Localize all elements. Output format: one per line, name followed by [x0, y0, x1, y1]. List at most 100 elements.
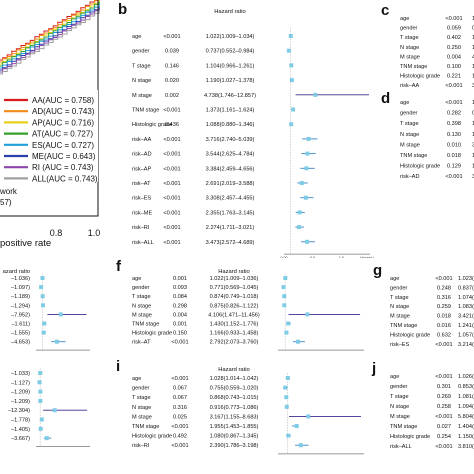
row-hazard-ratio: 0.737(0.552–0.984) — [206, 49, 255, 55]
hr-point — [306, 414, 311, 419]
hr-point — [289, 63, 294, 68]
row-pvalue: 0.027 — [437, 424, 451, 430]
header-hazard-ratio: Hazard ratio — [214, 9, 246, 15]
row-label: T stage — [390, 295, 409, 301]
header-hazard-ratio: Hazard ratio — [218, 367, 250, 373]
row-hazard-ratio: 1.190(1.027–1.378) — [206, 78, 255, 84]
row-label: M stage — [132, 93, 152, 99]
row-label: risk–AD — [400, 174, 420, 180]
row-hazard-ratio: 0.771(0.569–1.045) — [210, 285, 259, 291]
row-label: risk–AA — [400, 83, 420, 89]
row-pvalue: <0.001 — [163, 108, 180, 114]
row-pvalue: <0.001 — [171, 443, 188, 449]
row-hazard-ratio: 3.384(2.459–4.656) — [206, 166, 255, 172]
row-label: M stage — [400, 142, 420, 148]
x-tick-label: 1.0 — [339, 256, 344, 258]
row-hazard-ratio: 1.074( — [458, 295, 474, 301]
row-label: gender — [390, 285, 408, 291]
hr-point — [284, 404, 289, 409]
header-hazard-ratio: Hazard ratio — [218, 269, 250, 275]
row-label: Histologic grade — [400, 164, 440, 170]
row-pvalue: 0.084 — [173, 294, 187, 300]
row-pvalue: 0.316 — [173, 405, 187, 411]
hr-point — [38, 389, 43, 394]
row-pvalue: <0.001 — [171, 424, 188, 430]
row-pvalue: <0.001 — [163, 210, 180, 216]
row-hazard-ratio: 1.1 — [472, 164, 474, 170]
forest-i: Hazard ratio age <0.001 1.028(1.014–1.042) g… — [132, 367, 364, 455]
hr-point — [282, 303, 287, 308]
panel-label-d: d — [381, 90, 391, 107]
row-label: gender — [132, 386, 150, 392]
x-tick-label: 0.00 — [281, 256, 288, 258]
hr-point — [286, 433, 291, 438]
row-hazard-ratio: 1.151 — [472, 74, 474, 80]
row-hazard-ratio: –1.209) — [11, 390, 30, 396]
row-label: gender — [132, 49, 150, 55]
row-hazard-ratio: –1.127) — [11, 380, 30, 386]
hr-point — [303, 195, 308, 200]
row-hazard-ratio: 1.057( — [458, 332, 474, 338]
roc-legend-label: AD(AUC = 0.743) — [32, 107, 95, 116]
row-pvalue: 0.130 — [447, 132, 461, 138]
row-label: Histologic grade — [390, 434, 430, 440]
row-hazard-ratio: 0.837( — [458, 285, 474, 291]
row-label: risk–ES — [390, 342, 410, 348]
row-pvalue: <0.001 — [163, 181, 180, 187]
row-label: TNM stage — [400, 153, 427, 159]
row-label: risk–RI — [132, 443, 150, 449]
row-pvalue: 0.004 — [173, 312, 187, 318]
hr-point — [37, 380, 42, 385]
row-hazard-ratio: –1.189) — [11, 294, 30, 300]
header-hazard-ratio: azard ratio — [3, 269, 30, 275]
row-pvalue: 0.018 — [437, 314, 451, 320]
panel-label-j: j — [372, 360, 377, 377]
row-pvalue: <0.001 — [445, 16, 462, 22]
row-hazard-ratio: 3.214( — [458, 342, 474, 348]
roc-curve — [0, 8, 100, 73]
roc-legend-fragment-work: work — [0, 187, 18, 196]
row-pvalue: 0.016 — [437, 323, 451, 329]
row-label: Histologic grade — [132, 122, 172, 128]
x-tick-label: Hazard ratio — [360, 256, 374, 258]
row-pvalue: <0.001 — [435, 342, 452, 348]
row-hazard-ratio: –1.405) — [11, 427, 30, 433]
row-hazard-ratio: 1.024 — [472, 100, 474, 106]
hr-point — [38, 426, 43, 431]
row-hazard-ratio: 1.166(0.933–1.458) — [210, 331, 259, 337]
row-label: Histologic grade — [390, 332, 430, 338]
panel-label-c: c — [381, 2, 390, 19]
row-hazard-ratio: 0.868(0.743–1.015) — [210, 395, 259, 401]
row-pvalue: 0.067 — [173, 395, 187, 401]
row-pvalue: 0.301 — [437, 384, 451, 390]
row-pvalue: 0.020 — [165, 78, 179, 84]
hr-point — [58, 312, 63, 317]
row-pvalue: 0.250 — [447, 45, 461, 51]
row-hazard-ratio: 4.106(1.471–11.456) — [208, 312, 260, 318]
row-label: T stage — [132, 63, 151, 69]
row-hazard-ratio: 1.241( — [458, 323, 474, 329]
roc-legend-label: AP(AUC = 0.716) — [32, 118, 94, 127]
roc-legend-label: ME(AUC = 0.643) — [32, 152, 96, 161]
row-pvalue: 0.039 — [165, 49, 179, 55]
row-label: gender — [400, 26, 418, 32]
row-hazard-ratio: 1.083( — [458, 304, 474, 310]
row-hazard-ratio: –1.209) — [11, 399, 30, 405]
row-pvalue: 0.100 — [447, 64, 461, 70]
panel-label-b: b — [118, 1, 128, 18]
row-pvalue: <0.001 — [435, 414, 452, 420]
hr-point — [282, 294, 287, 299]
row-label: TNM stage — [132, 108, 159, 114]
row-pvalue: <0.001 — [435, 444, 452, 450]
row-hazard-ratio: 0.84 — [472, 111, 474, 117]
row-hazard-ratio: 1.104(0.966–1.261) — [206, 63, 255, 69]
row-pvalue: 0.018 — [447, 153, 461, 159]
row-label: age — [390, 374, 399, 380]
row-label: Histologic grade — [132, 331, 172, 337]
row-pvalue: <0.001 — [163, 196, 180, 202]
hr-point — [284, 395, 289, 400]
row-label: gender — [400, 111, 418, 117]
row-hazard-ratio: 2.355(1.763–3.145) — [206, 210, 255, 216]
hr-point — [42, 321, 47, 326]
row-label: risk–AA — [132, 137, 152, 143]
